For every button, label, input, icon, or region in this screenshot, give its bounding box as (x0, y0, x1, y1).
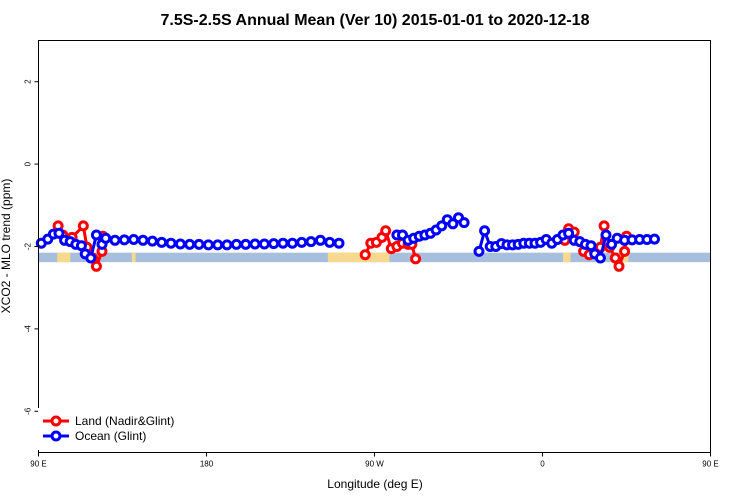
data-point (184, 238, 196, 250)
data-point (240, 238, 252, 250)
data-point (221, 239, 233, 251)
data-point (436, 220, 448, 232)
land-band-segment (563, 252, 571, 263)
data-point (249, 238, 261, 250)
data-point (75, 240, 87, 252)
data-point (609, 252, 621, 264)
y-tick-label: 0 (24, 161, 33, 166)
plot-area (35, 212, 660, 272)
data-point (174, 238, 186, 250)
series-ocean (35, 212, 660, 264)
data-point (277, 237, 289, 249)
data-point (458, 217, 470, 229)
data-point (585, 240, 597, 252)
data-point (109, 234, 121, 246)
data-point (100, 232, 112, 244)
legend-land-marker (50, 415, 62, 427)
x-axis: 90 E 180 90 W 0 90 E (30, 452, 719, 469)
legend-box (38, 408, 188, 450)
x-tick-label: 0 (540, 460, 545, 469)
land-band-segment (327, 252, 390, 263)
data-point (202, 239, 214, 251)
data-point (324, 236, 336, 248)
x-tick-label: 180 (200, 460, 214, 469)
legend-ocean-label: Ocean (Glint) (75, 429, 146, 443)
data-point (77, 220, 89, 232)
data-point (600, 229, 612, 241)
data-point (333, 237, 345, 249)
data-point (649, 233, 660, 245)
data-point (165, 237, 177, 249)
data-point (90, 229, 102, 241)
x-tick-label: 90 E (30, 460, 46, 469)
x-tick-label: 90 E (702, 460, 718, 469)
y-tick-label: 2 (24, 79, 33, 84)
y-tick-label: -2 (24, 242, 33, 250)
background-band-layer (38, 252, 711, 263)
data-point (156, 236, 168, 248)
data-point (594, 252, 606, 264)
data-point (380, 225, 392, 237)
y-tick-label: -6 (24, 407, 33, 415)
data-point (296, 236, 308, 248)
y-axis-label: XCO2 - MLO trend (ppm) (0, 179, 13, 314)
data-point (314, 234, 326, 246)
data-point (258, 238, 270, 250)
data-point (53, 227, 65, 239)
data-point (286, 237, 298, 249)
chart-title: 7.5S-2.5S Annual Mean (Ver 10) 2015-01-0… (161, 12, 590, 29)
land-band-segment (57, 252, 71, 263)
data-point (598, 220, 610, 232)
data-point (613, 260, 625, 272)
data-point (118, 234, 130, 246)
data-point (85, 252, 97, 264)
data-point (212, 239, 224, 251)
legend-item-land: Land (Nadir&Glint) (43, 414, 174, 428)
y-tick-label: -4 (24, 325, 33, 333)
legend: Land (Nadir&Glint) Ocean (Glint) (38, 408, 188, 450)
data-point (410, 253, 422, 265)
y-axis: 2 0 -2 -4 -6 (24, 79, 39, 415)
data-point (90, 260, 102, 272)
data-point (268, 238, 280, 250)
data-point (193, 238, 205, 250)
data-point (128, 234, 140, 245)
data-point (473, 245, 485, 257)
data-point (230, 238, 242, 250)
legend-item-ocean: Ocean (Glint) (43, 429, 146, 443)
legend-ocean-marker (50, 430, 62, 442)
data-point (479, 225, 491, 237)
data-point (305, 236, 317, 248)
data-point (137, 234, 149, 246)
legend-land-label: Land (Nadir&Glint) (75, 414, 174, 428)
data-point (563, 227, 575, 239)
data-point (359, 249, 371, 261)
x-axis-label: Longitude (deg E) (327, 477, 422, 491)
data-point (619, 245, 631, 257)
x-tick-label: 90 W (365, 460, 384, 469)
data-point (146, 235, 158, 247)
land-band-segment (131, 252, 136, 263)
